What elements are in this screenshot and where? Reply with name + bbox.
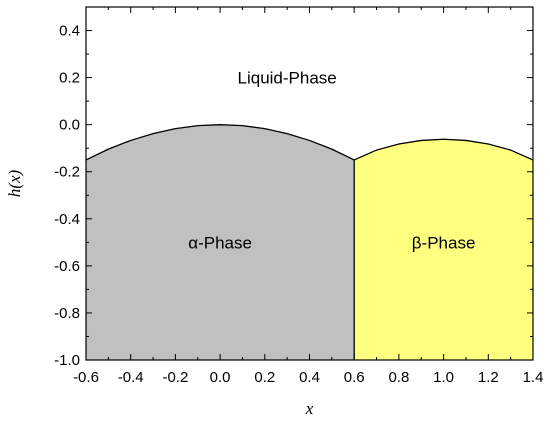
beta-phase-region xyxy=(354,139,533,360)
y-tick-label: -0.8 xyxy=(54,305,80,322)
y-tick-label: 0.2 xyxy=(59,70,80,87)
x-tick-label: -0.2 xyxy=(162,369,188,386)
y-tick-label: -1.0 xyxy=(54,352,80,369)
x-tick-label: -0.4 xyxy=(118,369,144,386)
x-axis-label: x xyxy=(305,399,314,418)
x-tick-label: 0.4 xyxy=(299,369,320,386)
x-tick-label: 1.2 xyxy=(478,369,499,386)
y-tick-label: 0.0 xyxy=(59,117,80,134)
x-tick-label: 1.0 xyxy=(433,369,454,386)
alpha-phase-region xyxy=(86,124,355,361)
y-axis-label: h(x) xyxy=(5,169,24,197)
y-tick-label: -0.2 xyxy=(54,164,80,181)
y-tick-label: 0.4 xyxy=(59,23,80,40)
region-label: Liquid-Phase xyxy=(238,69,337,88)
x-tick-label: 0.6 xyxy=(344,369,365,386)
region-label: α-Phase xyxy=(188,233,252,252)
x-tick-label: 1.4 xyxy=(523,369,544,386)
x-tick-label: -0.6 xyxy=(73,369,99,386)
y-tick-label: -0.6 xyxy=(54,258,80,275)
alpha-phase-boundary xyxy=(85,124,355,161)
x-tick-label: 0.8 xyxy=(388,369,409,386)
region-label: β-Phase xyxy=(412,233,476,252)
x-tick-label: 0.2 xyxy=(254,369,275,386)
x-tick-label: 0.0 xyxy=(210,369,231,386)
y-tick-label: -0.4 xyxy=(54,211,80,228)
beta-phase-boundary xyxy=(353,138,534,161)
